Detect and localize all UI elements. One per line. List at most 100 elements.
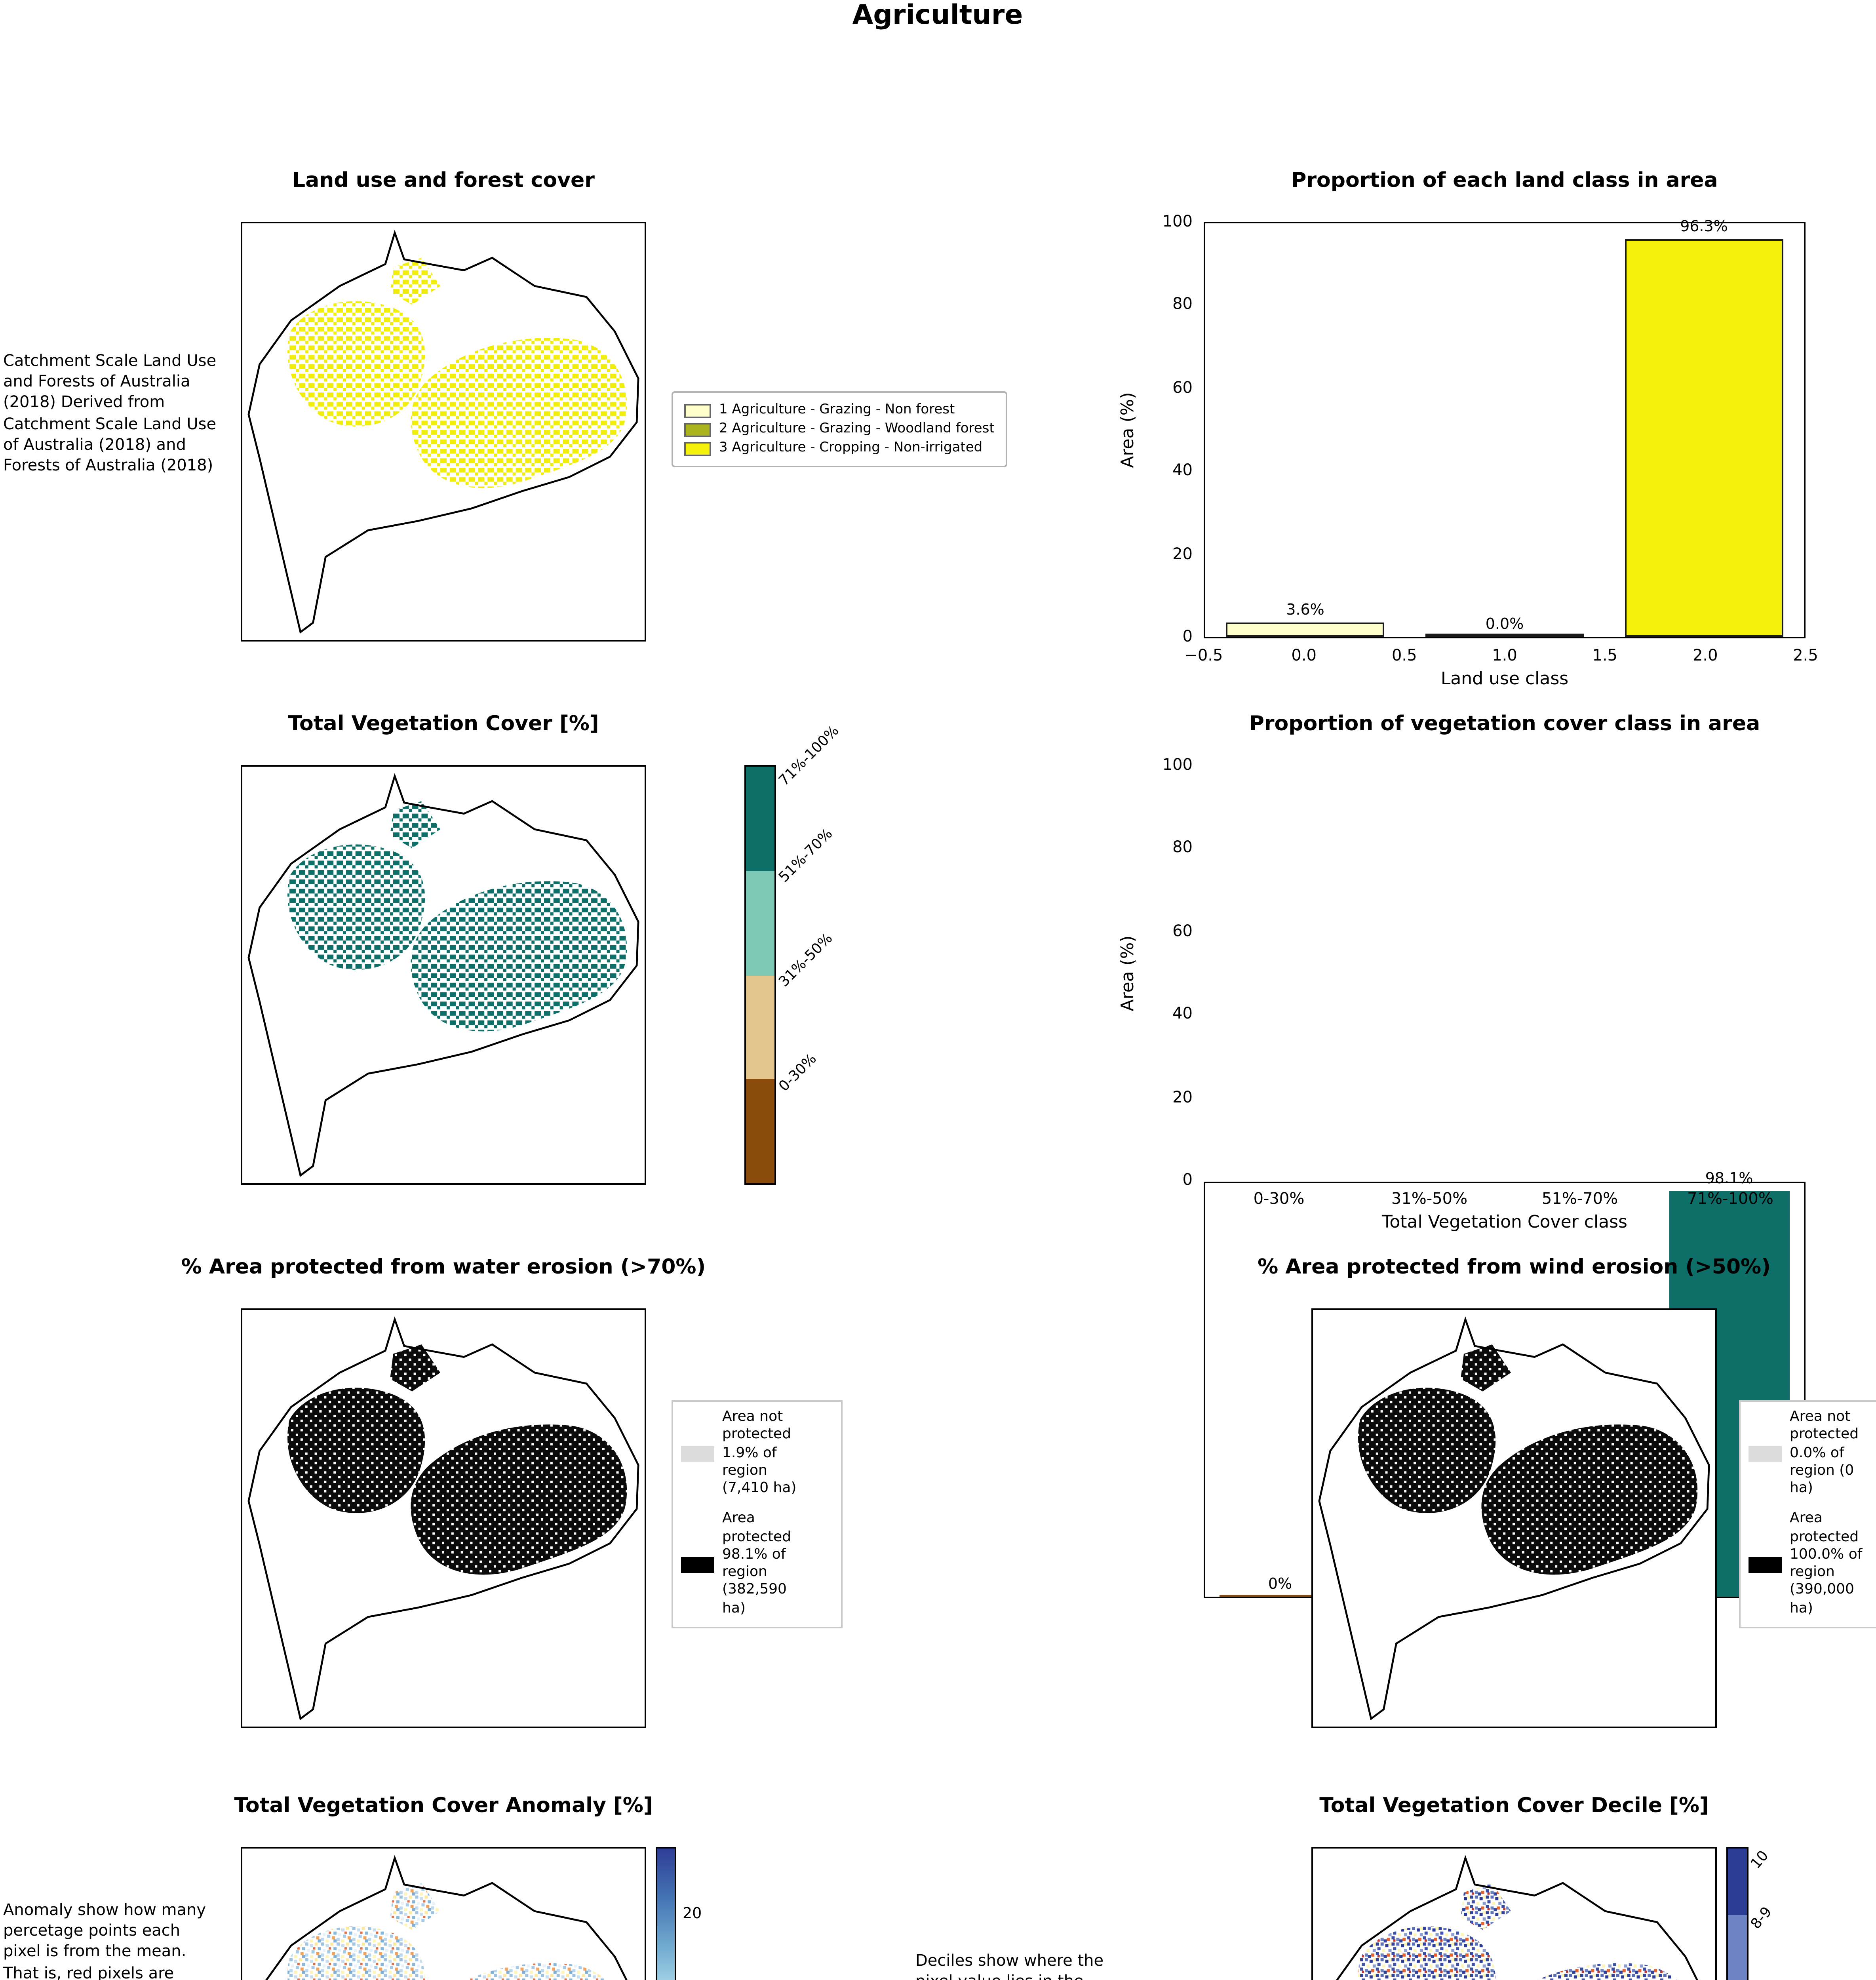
veg-class-chart-xlabel: Total Vegetation Cover class — [1381, 1212, 1627, 1232]
x-tick-label: 2.5 — [1793, 648, 1818, 665]
bar — [1225, 622, 1385, 637]
colorbar-tick-label: 20 — [683, 1906, 702, 1923]
y-tick-label: 60 — [1172, 379, 1193, 397]
colorbar-label: 10 — [1749, 1849, 1773, 1873]
land-use-map-canvas — [242, 223, 645, 640]
land-class-chart-ylabel: Area (%) — [1117, 392, 1138, 468]
veg-cover-map — [241, 765, 646, 1185]
anomaly-map — [241, 1847, 646, 1980]
colorbar-label: 0-30% — [776, 1051, 821, 1096]
y-tick-label: 0 — [1182, 629, 1193, 647]
x-tick-label: 0-30% — [1253, 1191, 1305, 1209]
colorbar-label: 31%-50% — [776, 931, 837, 991]
legend-label: Area protected 100.0% of region (390,000… — [1790, 1512, 1863, 1616]
x-tick-label: 2.0 — [1692, 648, 1718, 665]
colorbar-segment — [746, 975, 774, 1079]
land-use-source-text: Catchment Scale Land Use and Forests of … — [3, 353, 217, 475]
veg-class-chart-ylabel: Area (%) — [1117, 935, 1138, 1011]
legend-item: Area protected 100.0% of region (390,000… — [1749, 1512, 1876, 1618]
land-class-chart-xlabel: Land use class — [1440, 668, 1569, 689]
y-tick-label: 20 — [1172, 546, 1193, 564]
x-tick-label: 1.5 — [1592, 648, 1617, 665]
water-erosion-map-canvas — [242, 1310, 645, 1727]
legend-item: 2 Agriculture - Grazing - Woodland fores… — [684, 421, 995, 437]
legend-label: 2 Agriculture - Grazing - Woodland fores… — [719, 421, 995, 437]
veg-class-chart-title: Proportion of vegetation cover class in … — [1249, 713, 1760, 737]
x-tick-label: −0.5 — [1184, 648, 1223, 665]
legend-label: Area protected 98.1% of region (382,590 … — [722, 1512, 791, 1616]
water-erosion-map-title: % Area protected from water erosion (>70… — [181, 1256, 706, 1280]
legend-item: 3 Agriculture - Cropping - Non-irrigated — [684, 440, 995, 456]
land-class-chart: 3.6% 0.0% 96.3% — [1204, 218, 1806, 638]
y-tick-label: 40 — [1172, 463, 1193, 480]
colorbar-label: 71%-100% — [776, 723, 843, 790]
y-tick-label: 60 — [1172, 923, 1193, 940]
land-use-legend: 1 Agriculture - Grazing - Non forest 2 A… — [672, 391, 1007, 467]
bar-value-label: 3.6% — [1286, 601, 1324, 619]
bar — [1624, 238, 1784, 637]
anomaly-map-canvas — [242, 1849, 645, 1980]
water-erosion-legend: Area not protected 1.9% of region (7,410… — [672, 1400, 843, 1628]
legend-swatch — [681, 1557, 714, 1573]
legend-item: 1 Agriculture - Grazing - Non forest — [684, 402, 995, 418]
colorbar-label: 8-9 — [1749, 1905, 1776, 1933]
legend-swatch — [684, 441, 711, 455]
colorbar-segment — [746, 1079, 774, 1183]
decile-map — [1311, 1847, 1717, 1980]
bar — [1220, 1595, 1340, 1597]
y-tick-label: 100 — [1162, 756, 1193, 774]
wind-erosion-map — [1311, 1308, 1717, 1728]
legend-label: 1 Agriculture - Grazing - Non forest — [719, 402, 955, 418]
legend-swatch — [1749, 1446, 1782, 1462]
x-tick-label: 31%-50% — [1391, 1191, 1468, 1209]
legend-item: Area not protected 1.9% of region (7,410… — [681, 1410, 833, 1499]
anomaly-colorbar — [656, 1847, 676, 1980]
x-tick-label: 0.5 — [1391, 648, 1417, 665]
legend-swatch — [684, 403, 711, 417]
wind-erosion-legend: Area not protected 0.0% of region (0 ha)… — [1739, 1400, 1876, 1628]
bar-value-label: 98.1% — [1705, 1170, 1753, 1188]
colorbar-segment — [746, 767, 774, 871]
water-erosion-map — [241, 1308, 646, 1728]
decile-colorbar — [1726, 1847, 1749, 1980]
y-tick-label: 100 — [1162, 213, 1193, 230]
x-tick-label: 71%-100% — [1687, 1191, 1773, 1209]
legend-swatch — [1749, 1557, 1782, 1573]
anomaly-map-title: Total Vegetation Cover Anomaly [%] — [234, 1795, 653, 1818]
y-tick-label: 80 — [1172, 296, 1193, 314]
legend-item: Area not protected 0.0% of region (0 ha) — [1749, 1410, 1876, 1499]
legend-label: Area not protected 0.0% of region (0 ha) — [1790, 1410, 1859, 1497]
y-tick-label: 0 — [1182, 1173, 1193, 1190]
anomaly-note-text: Anomaly show how many percetage points e… — [3, 1902, 206, 1980]
bar-value-label: 0.0% — [1485, 616, 1524, 634]
colorbar-segment — [1728, 1915, 1747, 1980]
veg-cover-map-title: Total Vegetation Cover [%] — [288, 713, 599, 737]
decile-note-text: Deciles show where the pixel value lies … — [915, 1953, 1104, 1980]
colorbar-segment — [1728, 1849, 1747, 1915]
colorbar-label: 51%-70% — [776, 826, 837, 887]
veg-cover-colorbar — [744, 765, 776, 1185]
legend-swatch — [681, 1446, 714, 1462]
page-title: Agriculture — [852, 0, 1023, 32]
legend-swatch — [684, 422, 711, 436]
y-tick-label: 40 — [1172, 1006, 1193, 1024]
land-class-chart-title: Proportion of each land class in area — [1291, 169, 1718, 193]
land-use-map — [241, 222, 646, 642]
decile-map-canvas — [1313, 1849, 1715, 1980]
y-tick-label: 80 — [1172, 840, 1193, 857]
land-use-map-title: Land use and forest cover — [292, 169, 595, 193]
veg-cover-map-canvas — [242, 767, 645, 1183]
bar-value-label: 0% — [1268, 1576, 1292, 1594]
legend-label: 3 Agriculture - Cropping - Non-irrigated — [719, 440, 983, 456]
y-tick-label: 20 — [1172, 1089, 1193, 1107]
x-tick-label: 1.0 — [1492, 648, 1517, 665]
bar-value-label: 96.3% — [1680, 218, 1728, 236]
wind-erosion-map-canvas — [1313, 1310, 1715, 1727]
decile-map-title: Total Vegetation Cover Decile [%] — [1319, 1795, 1709, 1818]
wind-erosion-map-title: % Area protected from wind erosion (>50%… — [1258, 1256, 1771, 1280]
legend-label: Area not protected 1.9% of region (7,410… — [722, 1410, 797, 1497]
legend-item: Area protected 98.1% of region (382,590 … — [681, 1512, 833, 1618]
bar — [1425, 634, 1585, 637]
colorbar-segment — [746, 871, 774, 975]
